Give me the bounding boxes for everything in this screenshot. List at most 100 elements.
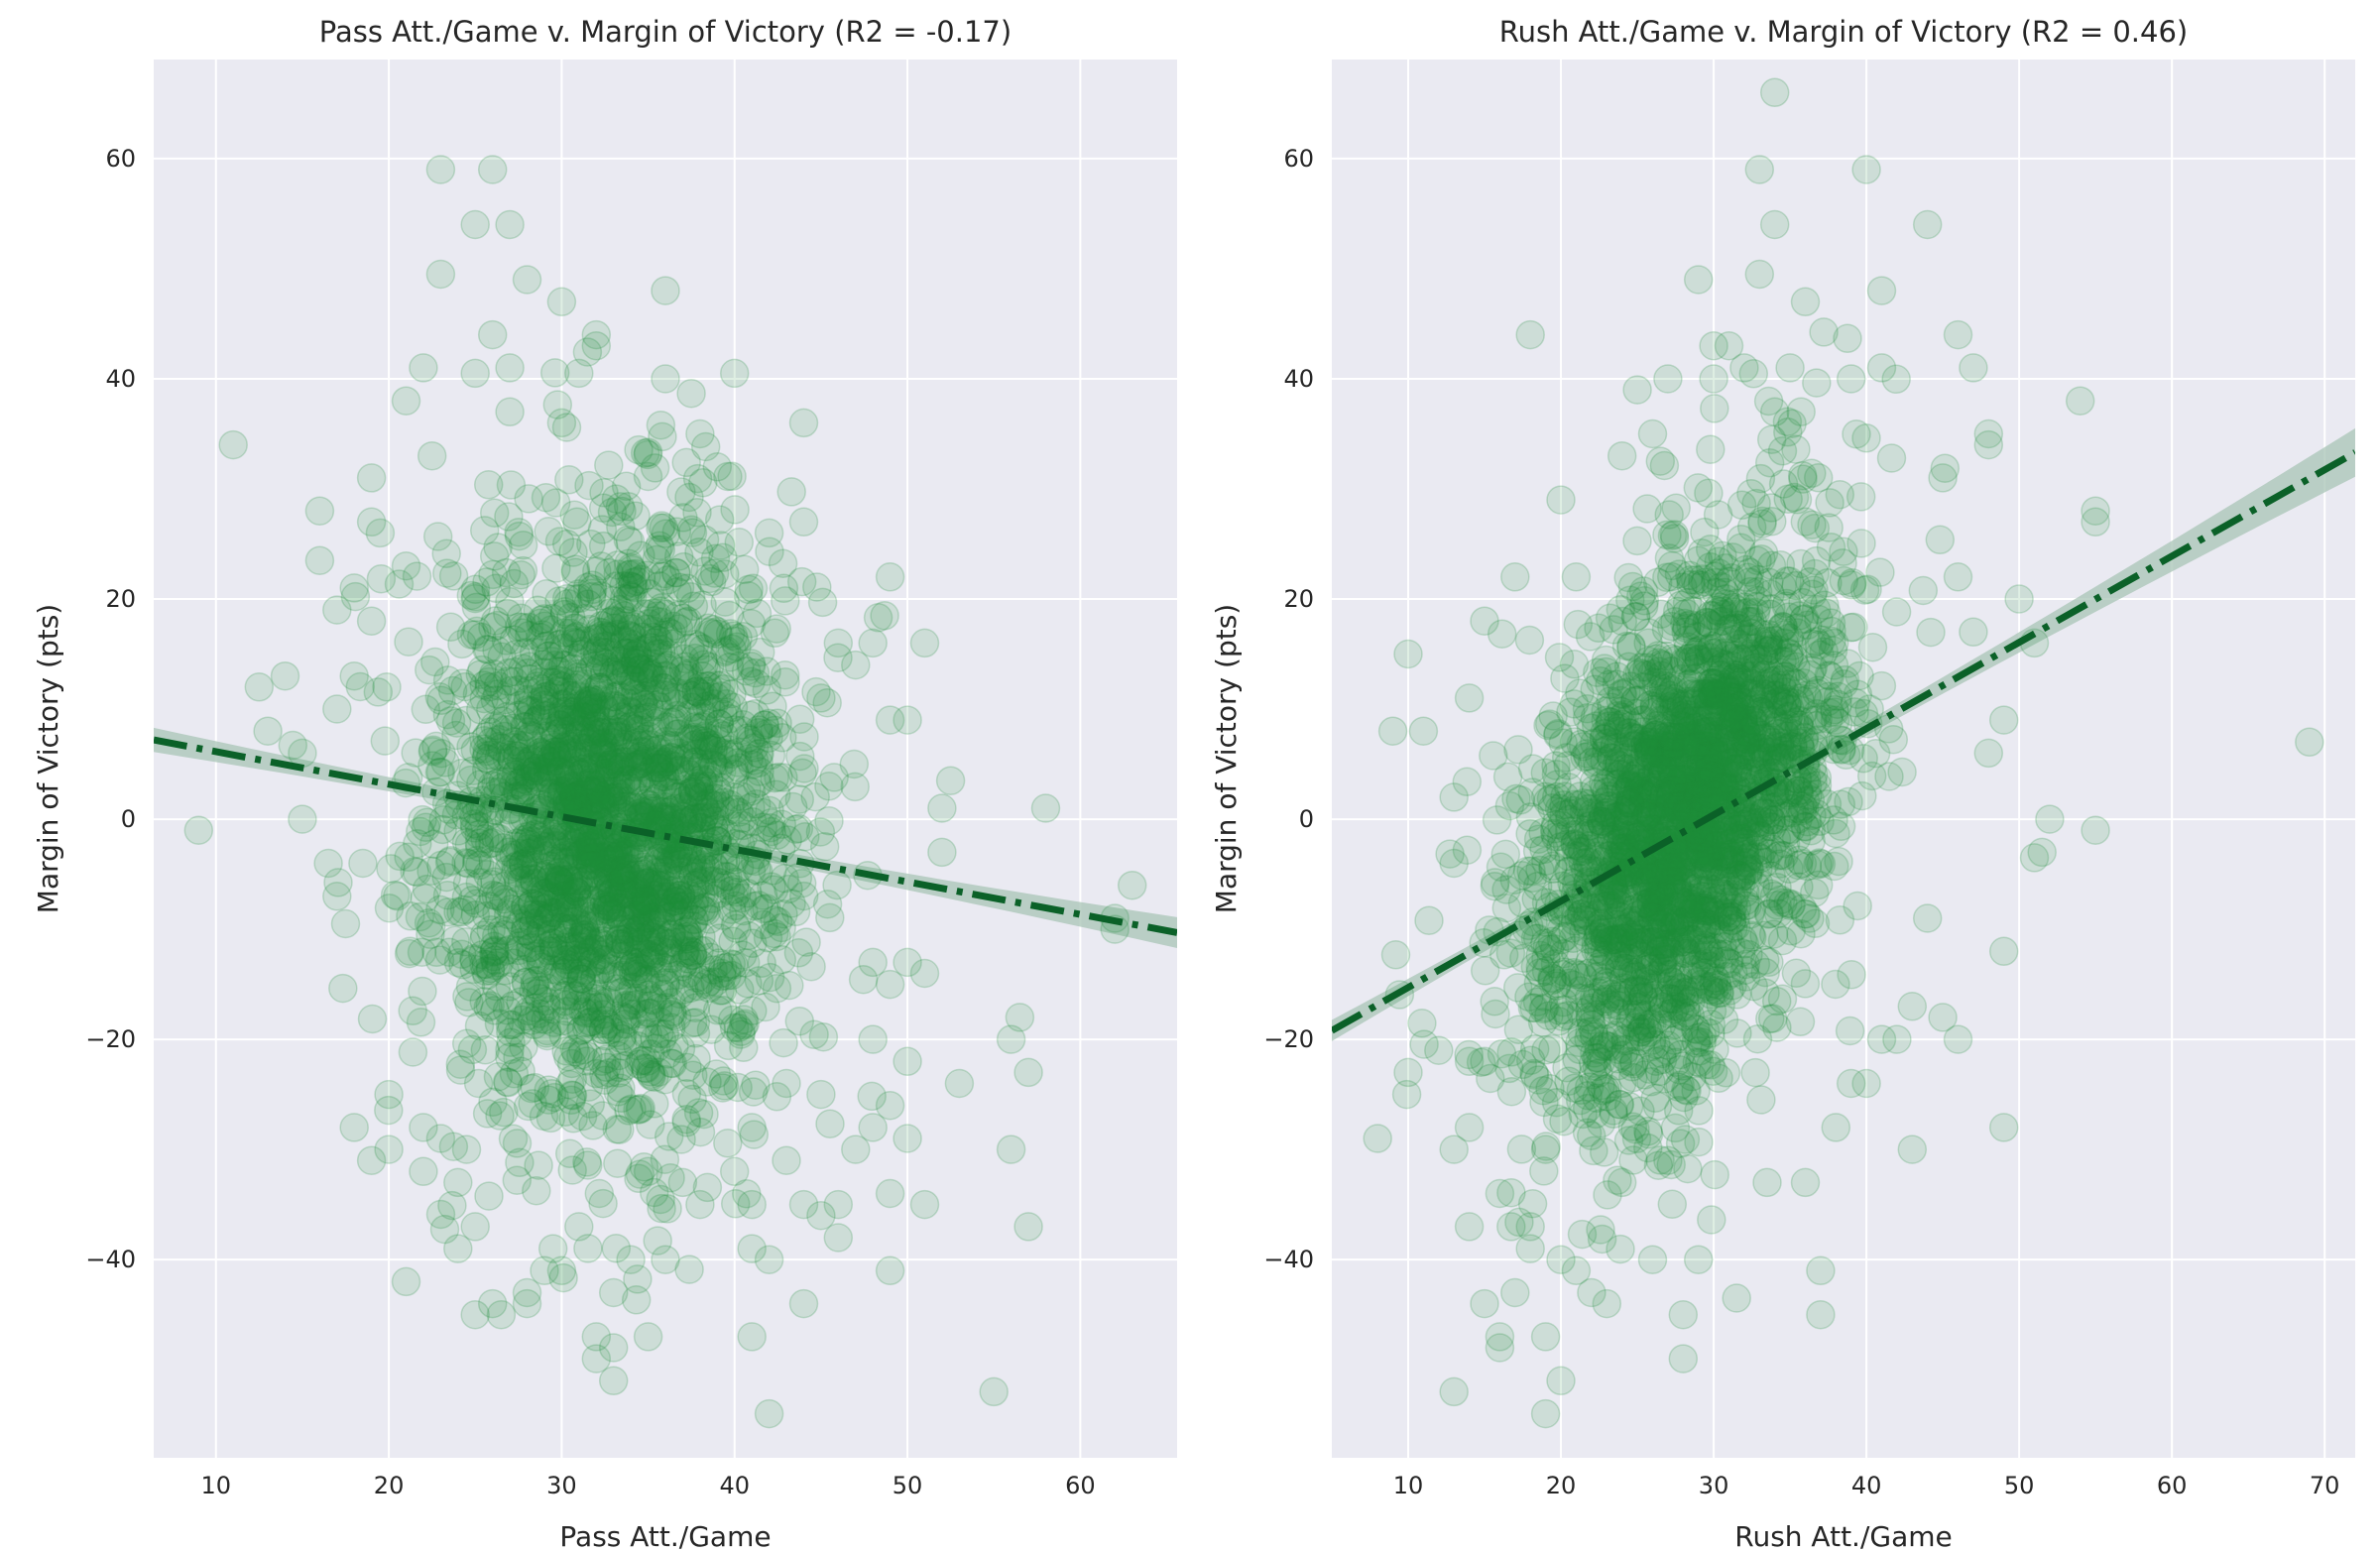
data-point — [537, 713, 568, 744]
data-point — [750, 710, 779, 740]
data-point — [694, 855, 724, 885]
data-point — [662, 842, 692, 873]
data-point — [630, 438, 660, 468]
data-point — [650, 882, 679, 911]
data-point — [642, 857, 672, 888]
data-point — [478, 937, 509, 967]
x-tick-label: 60 — [1065, 1472, 1096, 1499]
data-point — [536, 1078, 567, 1109]
data-point — [570, 626, 601, 656]
data-point — [570, 919, 601, 950]
data-point — [612, 786, 643, 817]
data-point — [609, 571, 639, 601]
data-point — [752, 894, 781, 923]
data-point — [621, 501, 651, 532]
data-point — [391, 550, 421, 581]
data-point — [567, 1015, 597, 1045]
data-point — [531, 890, 561, 920]
data-point — [700, 790, 730, 821]
data-point — [370, 726, 401, 756]
data-point — [568, 733, 599, 764]
data-point — [702, 617, 733, 647]
data-point — [1514, 625, 1545, 656]
data-point — [579, 651, 610, 680]
data-point — [1746, 1085, 1776, 1115]
data-point — [639, 1177, 669, 1208]
data-point — [483, 670, 514, 701]
data-point — [1809, 317, 1839, 347]
data-point — [476, 740, 506, 771]
data-point — [546, 755, 577, 784]
data-point — [506, 1056, 536, 1086]
data-point — [655, 1000, 685, 1029]
data-point — [524, 1150, 553, 1180]
data-point — [549, 618, 580, 648]
data-point — [591, 1052, 622, 1083]
data-point — [738, 806, 768, 837]
data-point — [653, 1194, 682, 1224]
data-point — [927, 837, 957, 868]
data-point — [536, 827, 567, 857]
data-point — [504, 521, 535, 551]
data-point — [645, 531, 674, 560]
data-point — [491, 626, 522, 656]
data-point — [365, 518, 396, 548]
data-point — [616, 844, 646, 875]
data-point — [508, 530, 538, 560]
data-point — [525, 667, 554, 697]
data-point — [653, 617, 683, 647]
data-point — [615, 747, 645, 776]
data-point — [759, 875, 789, 904]
data-point — [1030, 793, 1061, 823]
data-point — [909, 628, 940, 658]
data-point — [634, 697, 664, 727]
data-point — [711, 739, 741, 770]
data-point — [553, 1041, 583, 1072]
data-point — [663, 719, 694, 749]
data-point — [478, 828, 508, 858]
data-point — [603, 680, 634, 710]
data-point — [640, 453, 670, 483]
data-point — [637, 1061, 666, 1091]
data-point — [602, 619, 633, 650]
data-point — [457, 1034, 488, 1065]
data-point — [642, 754, 672, 783]
data-point — [584, 672, 614, 702]
data-point — [717, 634, 747, 664]
data-point — [612, 956, 643, 987]
data-point — [571, 770, 601, 800]
data-point — [479, 941, 509, 972]
data-point — [547, 696, 577, 727]
data-point — [609, 583, 640, 614]
data-point — [689, 726, 719, 756]
x-tick-label: 10 — [200, 1472, 231, 1499]
data-point — [667, 801, 698, 831]
data-point — [691, 676, 722, 706]
data-point — [680, 871, 710, 900]
data-point — [571, 843, 601, 874]
data-point — [541, 830, 571, 861]
data-point — [406, 1008, 436, 1037]
data-point — [572, 992, 603, 1022]
data-point — [699, 689, 729, 719]
data-point — [599, 657, 630, 687]
data-point — [543, 746, 573, 776]
data-point — [692, 797, 722, 827]
data-point — [598, 1277, 629, 1308]
data-point — [504, 517, 534, 547]
data-point — [551, 821, 582, 852]
data-point — [425, 1124, 456, 1153]
data-point — [330, 908, 361, 939]
data-point — [583, 714, 613, 744]
data-point — [631, 924, 661, 954]
data-point — [677, 776, 708, 807]
data-point — [711, 870, 742, 900]
data-point — [425, 895, 455, 925]
data-point — [640, 678, 670, 709]
data-point — [425, 1199, 456, 1230]
data-point — [892, 1046, 922, 1077]
data-point — [579, 638, 610, 668]
data-point — [429, 1214, 460, 1245]
data-point — [623, 1095, 653, 1125]
data-point — [548, 689, 579, 719]
